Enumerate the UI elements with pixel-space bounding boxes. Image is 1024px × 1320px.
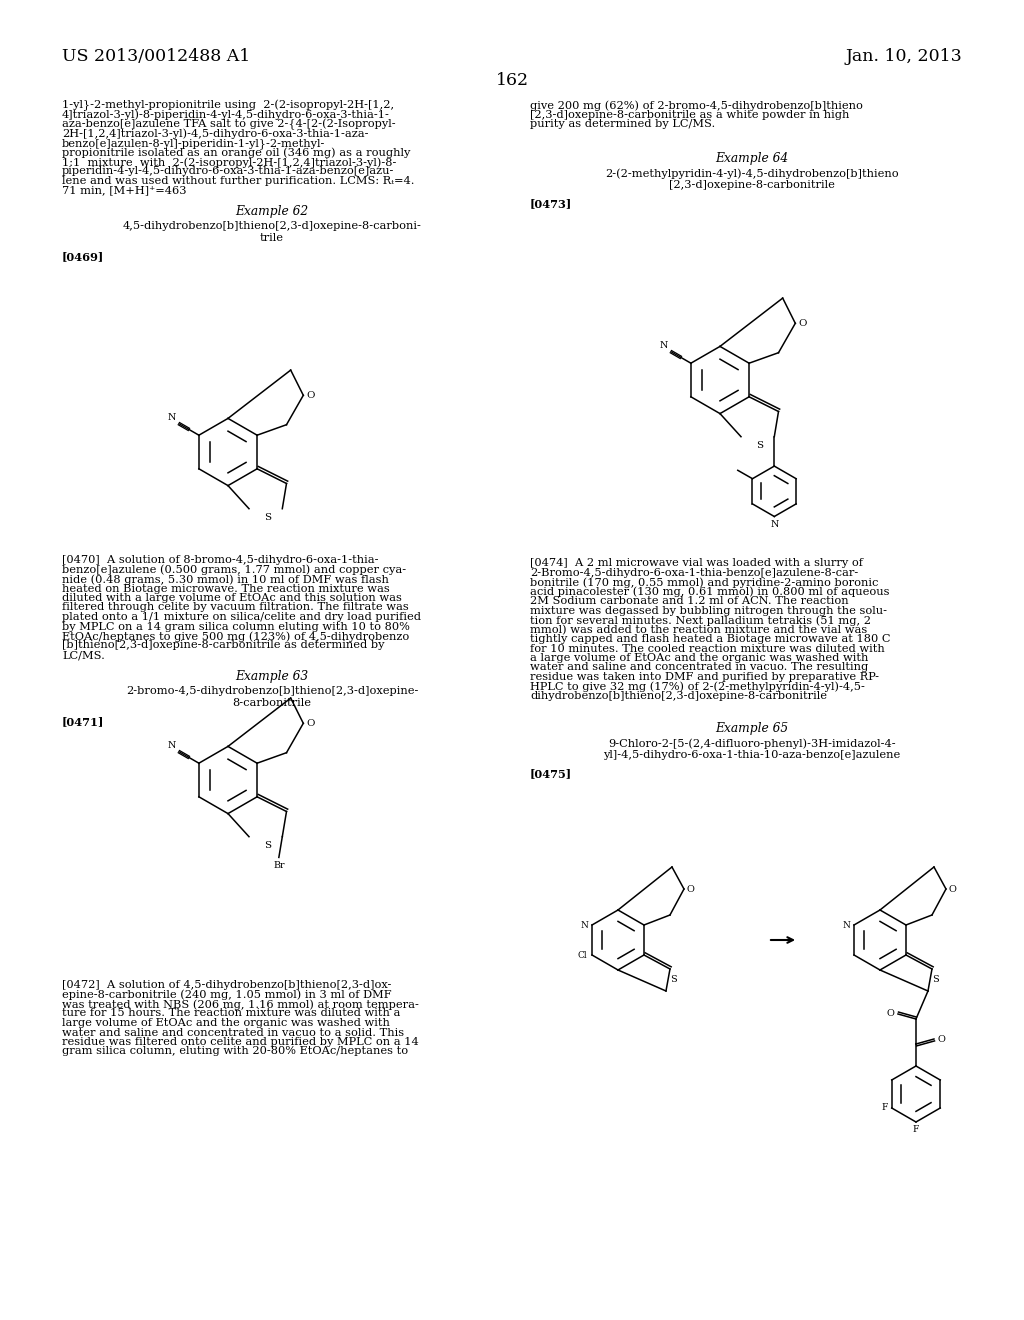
- Text: mixture was degassed by bubbling nitrogen through the solu-: mixture was degassed by bubbling nitroge…: [530, 606, 887, 615]
- Text: N: N: [659, 341, 668, 350]
- Text: EtOAc/heptanes to give 500 mg (123%) of 4,5-dihydrobenzo: EtOAc/heptanes to give 500 mg (123%) of …: [62, 631, 410, 642]
- Text: residue was taken into DMF and purified by preparative RP-: residue was taken into DMF and purified …: [530, 672, 879, 682]
- Text: tion for several minutes. Next palladium tetrakis (51 mg, 2: tion for several minutes. Next palladium…: [530, 615, 871, 626]
- Text: [0471]: [0471]: [62, 715, 104, 727]
- Text: S: S: [756, 441, 763, 450]
- Text: give 200 mg (62%) of 2-bromo-4,5-dihydrobenzo[b]thieno: give 200 mg (62%) of 2-bromo-4,5-dihydro…: [530, 100, 863, 111]
- Text: residue was filtered onto celite and purified by MPLC on a 14: residue was filtered onto celite and pur…: [62, 1038, 419, 1047]
- Text: large volume of EtOAc and the organic was washed with: large volume of EtOAc and the organic wa…: [62, 1018, 390, 1028]
- Text: 2-Bromo-4,5-dihydro-6-oxa-1-thia-benzo[e]azulene-8-car-: 2-Bromo-4,5-dihydro-6-oxa-1-thia-benzo[e…: [530, 568, 858, 578]
- Text: 8-carbonitrile: 8-carbonitrile: [232, 698, 311, 708]
- Text: [0472]  A solution of 4,5-dihydrobenzo[b]thieno[2,3-d]ox-: [0472] A solution of 4,5-dihydrobenzo[b]…: [62, 979, 391, 990]
- Text: Example 63: Example 63: [236, 671, 308, 682]
- Text: 1:1  mixture  with  2-(2-isopropyl-2H-[1,2,4]triazol-3-yl)-8-: 1:1 mixture with 2-(2-isopropyl-2H-[1,2,…: [62, 157, 396, 168]
- Text: benzo[e]azulen-8-yl]-piperidin-1-yl}-2-methyl-: benzo[e]azulen-8-yl]-piperidin-1-yl}-2-m…: [62, 139, 326, 149]
- Text: aza-benzo[e]azulene TFA salt to give 2-{4-[2-(2-Isopropyl-: aza-benzo[e]azulene TFA salt to give 2-{…: [62, 119, 395, 131]
- Text: ture for 15 hours. The reaction mixture was diluted with a: ture for 15 hours. The reaction mixture …: [62, 1008, 400, 1019]
- Text: O: O: [949, 884, 956, 894]
- Text: [0475]: [0475]: [530, 768, 572, 779]
- Text: N: N: [167, 413, 176, 421]
- Text: water and saline and concentrated in vacuo. The resulting: water and saline and concentrated in vac…: [530, 663, 868, 672]
- Text: F: F: [912, 1125, 920, 1134]
- Text: dihydrobenzo[b]thieno[2,3-d]oxepine-8-carbonitrile: dihydrobenzo[b]thieno[2,3-d]oxepine-8-ca…: [530, 690, 827, 701]
- Text: plated onto a 1/1 mixture on silica/celite and dry load purified: plated onto a 1/1 mixture on silica/celi…: [62, 612, 421, 622]
- Text: Example 64: Example 64: [716, 152, 788, 165]
- Text: water and saline and concentrated in vacuo to a solid. This: water and saline and concentrated in vac…: [62, 1027, 404, 1038]
- Text: filtered through celite by vacuum filtration. The filtrate was: filtered through celite by vacuum filtra…: [62, 602, 409, 612]
- Text: O: O: [306, 719, 314, 727]
- Text: 2H-[1,2,4]triazol-3-yl)-4,5-dihydro-6-oxa-3-thia-1-aza-: 2H-[1,2,4]triazol-3-yl)-4,5-dihydro-6-ox…: [62, 128, 369, 139]
- Text: S: S: [264, 841, 271, 850]
- Text: piperidin-4-yl-4,5-dihydro-6-oxa-3-thia-1-aza-benzo[e]azu-: piperidin-4-yl-4,5-dihydro-6-oxa-3-thia-…: [62, 166, 394, 177]
- Text: Cl: Cl: [578, 950, 587, 960]
- Text: by MPLC on a 14 gram silica column eluting with 10 to 80%: by MPLC on a 14 gram silica column eluti…: [62, 622, 410, 631]
- Text: O: O: [886, 1010, 894, 1019]
- Text: 2M Sodium carbonate and 1.2 ml of ACN. The reaction: 2M Sodium carbonate and 1.2 ml of ACN. T…: [530, 597, 849, 606]
- Text: 71 min, [M+H]⁺=463: 71 min, [M+H]⁺=463: [62, 186, 186, 195]
- Text: heated on Biotage microwave. The reaction mixture was: heated on Biotage microwave. The reactio…: [62, 583, 390, 594]
- Text: diluted with a large volume of EtOAc and this solution was: diluted with a large volume of EtOAc and…: [62, 593, 401, 603]
- Text: [0474]  A 2 ml microwave vial was loaded with a slurry of: [0474] A 2 ml microwave vial was loaded …: [530, 558, 863, 568]
- Text: S: S: [932, 975, 939, 985]
- Text: 4]triazol-3-yl)-8-piperidin-4-yl-4,5-dihydro-6-oxa-3-thia-1-: 4]triazol-3-yl)-8-piperidin-4-yl-4,5-dih…: [62, 110, 390, 120]
- Text: Example 62: Example 62: [236, 205, 308, 218]
- Text: [0469]: [0469]: [62, 251, 104, 261]
- Text: F: F: [882, 1104, 888, 1113]
- Text: gram silica column, eluting with 20-80% EtOAc/heptanes to: gram silica column, eluting with 20-80% …: [62, 1047, 409, 1056]
- Text: S: S: [670, 975, 677, 985]
- Text: 2-(2-methylpyridin-4-yl)-4,5-dihydrobenzo[b]thieno: 2-(2-methylpyridin-4-yl)-4,5-dihydrobenz…: [605, 168, 899, 178]
- Text: N: N: [770, 520, 778, 528]
- Text: [2,3-d]oxepine-8-carbonitrile: [2,3-d]oxepine-8-carbonitrile: [669, 180, 835, 190]
- Text: 162: 162: [496, 73, 528, 88]
- Text: [0473]: [0473]: [530, 198, 572, 209]
- Text: [2,3-d]oxepine-8-carbonitrile as a white powder in high: [2,3-d]oxepine-8-carbonitrile as a white…: [530, 110, 849, 120]
- Text: a large volume of EtOAc and the organic was washed with: a large volume of EtOAc and the organic …: [530, 653, 868, 663]
- Text: O: O: [687, 884, 695, 894]
- Text: O: O: [799, 319, 807, 327]
- Text: purity as determined by LC/MS.: purity as determined by LC/MS.: [530, 119, 715, 129]
- Text: yl]-4,5-dihydro-6-oxa-1-thia-10-aza-benzo[e]azulene: yl]-4,5-dihydro-6-oxa-1-thia-10-aza-benz…: [603, 750, 901, 760]
- Text: Example 65: Example 65: [716, 722, 788, 735]
- Text: epine-8-carbonitrile (240 mg, 1.05 mmol) in 3 ml of DMF: epine-8-carbonitrile (240 mg, 1.05 mmol)…: [62, 990, 391, 1001]
- Text: trile: trile: [260, 234, 284, 243]
- Text: HPLC to give 32 mg (17%) of 2-(2-methylpyridin-4-yl)-4,5-: HPLC to give 32 mg (17%) of 2-(2-methylp…: [530, 681, 865, 692]
- Text: tightly capped and flash heated a Biotage microwave at 180 C: tightly capped and flash heated a Biotag…: [530, 634, 891, 644]
- Text: S: S: [264, 513, 271, 521]
- Text: for 10 minutes. The cooled reaction mixture was diluted with: for 10 minutes. The cooled reaction mixt…: [530, 644, 885, 653]
- Text: US 2013/0012488 A1: US 2013/0012488 A1: [62, 48, 250, 65]
- Text: [0470]  A solution of 8-bromo-4,5-dihydro-6-oxa-1-thia-: [0470] A solution of 8-bromo-4,5-dihydro…: [62, 554, 379, 565]
- Text: 1-yl}-2-methyl-propionitrile using  2-(2-isopropyl-2H-[1,2,: 1-yl}-2-methyl-propionitrile using 2-(2-…: [62, 100, 394, 111]
- Text: nide (0.48 grams, 5.30 mmol) in 10 ml of DMF was flash: nide (0.48 grams, 5.30 mmol) in 10 ml of…: [62, 574, 389, 585]
- Text: 4,5-dihydrobenzo[b]thieno[2,3-d]oxepine-8-carboni-: 4,5-dihydrobenzo[b]thieno[2,3-d]oxepine-…: [123, 220, 422, 231]
- Text: bonitrile (170 mg, 0.55 mmol) and pyridine-2-amino boronic: bonitrile (170 mg, 0.55 mmol) and pyridi…: [530, 577, 879, 587]
- Text: 9-Chloro-2-[5-(2,4-difluoro-phenyl)-3H-imidazol-4-: 9-Chloro-2-[5-(2,4-difluoro-phenyl)-3H-i…: [608, 738, 896, 748]
- Text: Br: Br: [273, 861, 285, 870]
- Text: O: O: [938, 1035, 946, 1044]
- Text: 2-bromo-4,5-dihydrobenzo[b]thieno[2,3-d]oxepine-: 2-bromo-4,5-dihydrobenzo[b]thieno[2,3-d]…: [126, 686, 418, 696]
- Text: N: N: [581, 920, 588, 929]
- Text: N: N: [167, 741, 176, 750]
- Text: was treated with NBS (206 mg, 1.16 mmol) at room tempera-: was treated with NBS (206 mg, 1.16 mmol)…: [62, 999, 419, 1010]
- Text: O: O: [306, 391, 314, 400]
- Text: LC/MS.: LC/MS.: [62, 649, 104, 660]
- Text: lene and was used without further purification. LCMS: Rₜ=4.: lene and was used without further purifi…: [62, 176, 415, 186]
- Text: propionitrile isolated as an orange oil (346 mg) as a roughly: propionitrile isolated as an orange oil …: [62, 148, 411, 158]
- Text: benzo[e]azulene (0.500 grams, 1.77 mmol) and copper cya-: benzo[e]azulene (0.500 grams, 1.77 mmol)…: [62, 565, 407, 576]
- Text: N: N: [842, 920, 850, 929]
- Text: mmol) was added to the reaction mixture and the vial was: mmol) was added to the reaction mixture …: [530, 624, 867, 635]
- Text: Jan. 10, 2013: Jan. 10, 2013: [845, 48, 962, 65]
- Text: [b]thieno[2,3-d]oxepine-8-carbonitrile as determined by: [b]thieno[2,3-d]oxepine-8-carbonitrile a…: [62, 640, 384, 651]
- Text: acid pinacolester (130 mg, 0.61 mmol) in 0.800 ml of aqueous: acid pinacolester (130 mg, 0.61 mmol) in…: [530, 586, 890, 597]
